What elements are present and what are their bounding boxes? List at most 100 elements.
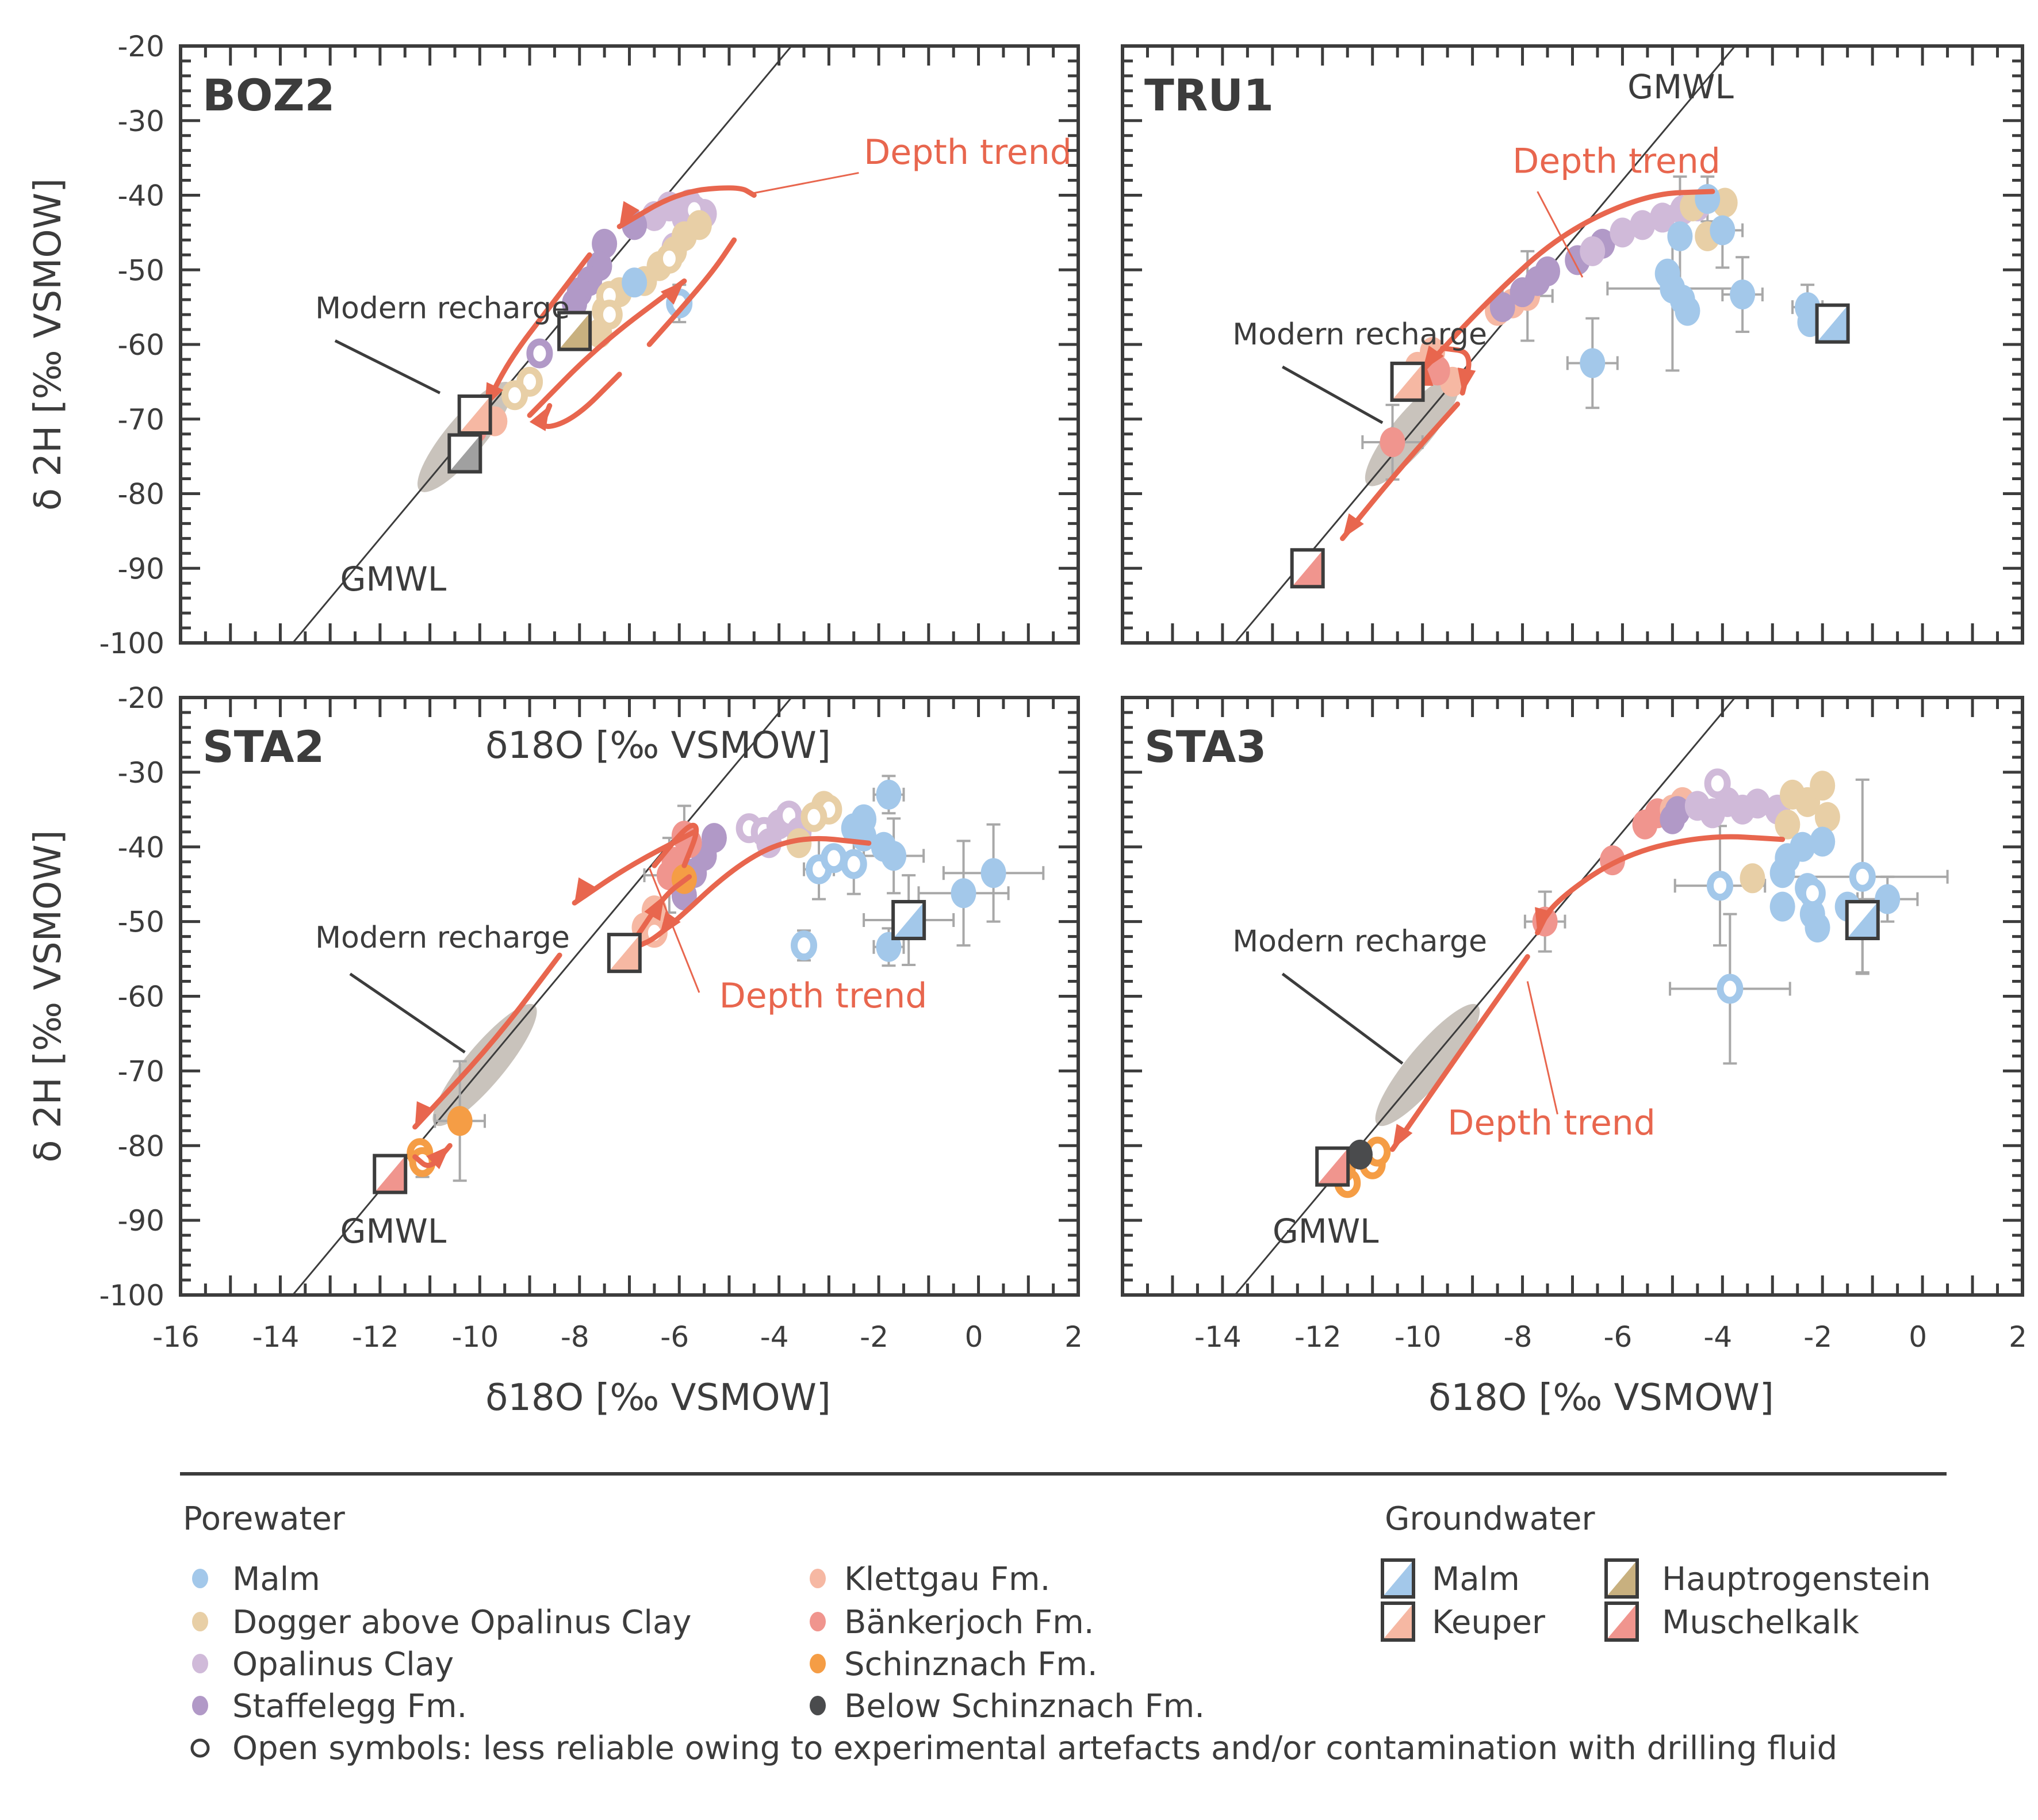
depth-trend-leader — [1537, 191, 1584, 278]
data-point-staffelegg-fm — [592, 228, 618, 259]
data-point-malm — [1580, 348, 1606, 378]
modern-recharge-label: Modern recharge — [1232, 317, 1487, 352]
groundwater-hauptrogenstein — [557, 311, 592, 351]
legend-square-icon — [1604, 1601, 1639, 1642]
legend-label: Klettgau Fm. — [844, 1561, 1050, 1598]
x-tick-label: -10 — [451, 1320, 499, 1354]
data-point-malm — [1805, 913, 1830, 943]
y-tick-label: -70 — [117, 403, 164, 436]
depth-trend-arrowhead — [529, 405, 550, 431]
legend-item-porewater: Below Schinznach Fm. — [810, 1688, 1205, 1725]
y-tick-label: -50 — [117, 906, 164, 939]
y-tick-label: -40 — [117, 831, 164, 864]
legend-label: Malm — [232, 1561, 320, 1598]
legend-marker-icon — [810, 1569, 826, 1588]
x-tick-label: -14 — [252, 1320, 300, 1354]
legend-marker-icon — [192, 1654, 208, 1673]
legend-item-groundwater: Malm — [1381, 1558, 1520, 1599]
legend-item-porewater: Opalinus Clay — [192, 1646, 454, 1683]
data-point-malm-open — [1799, 878, 1826, 909]
y-tick-label: -100 — [99, 1279, 164, 1312]
data-point-dogger-above-opalinus-clay — [786, 828, 812, 859]
groundwater-unassigned — [447, 433, 482, 474]
legend-item-groundwater: Muschelkalk — [1604, 1601, 1860, 1642]
groundwater-hauptrogenstein-fill — [559, 312, 591, 350]
data-point-malm — [1769, 858, 1795, 888]
x-tick-label: 0 — [965, 1320, 983, 1354]
data-point-malm — [1810, 826, 1836, 857]
x-axis-title: δ18O [‰ VSMOW] — [485, 1377, 831, 1419]
panel-title: STA3 — [1144, 721, 1266, 772]
depth-trend-arrowhead — [644, 895, 665, 921]
data-point-malm — [1695, 183, 1721, 214]
legend-item-porewater: Bänkerjoch Fm. — [810, 1604, 1094, 1641]
data-point-opalinus-clay — [1580, 236, 1606, 266]
data-point-dogger-above-opalinus-clay — [1740, 863, 1765, 894]
y-tick-label: -20 — [117, 681, 164, 715]
legend-label: Schinznach Fm. — [844, 1646, 1098, 1683]
y-tick-label: -90 — [117, 1204, 164, 1237]
depth-trend-arrow — [1390, 954, 1530, 1152]
panel-sta3: Depth trend Modern recharge GMWL -14 -12 -10 -… — [1121, 696, 2027, 1419]
plot-frame — [1121, 696, 2024, 1297]
groundwater-muschelkalk — [1290, 548, 1325, 589]
data-point-malm — [622, 267, 648, 298]
depth-trend-arrow — [541, 371, 622, 429]
data-point-malm — [881, 841, 907, 871]
legend-square-icon — [1381, 1601, 1415, 1642]
groundwater-malm — [891, 900, 926, 941]
depth-trend-label: Depth trend — [1447, 1103, 1656, 1143]
data-point-malm — [980, 858, 1006, 888]
data-point-staffelegg-fm — [562, 288, 588, 319]
depth-trend-arrow — [1340, 401, 1461, 541]
legend-square-icon-fill — [1382, 1560, 1413, 1597]
legend: Porewater Groundwater Malm Dogger above O… — [180, 1472, 1947, 1767]
y-axis-title: δ 2H [‰ VSMOW] — [27, 178, 70, 511]
data-point-malm — [1769, 891, 1795, 922]
y-axis-title: δ 2H [‰ VSMOW] — [27, 830, 70, 1162]
modern-recharge-label: Modern recharge — [315, 921, 570, 955]
data-point-dogger-above-opalinus-clay-open — [596, 300, 623, 330]
data-point-malm-open — [840, 849, 867, 879]
groundwater-muschelkalk-fill — [1292, 550, 1323, 587]
legend-item-porewater: Malm — [192, 1561, 320, 1598]
open-symbol-icon — [190, 1738, 210, 1758]
x-axis-title: δ18O [‰ VSMOW] — [485, 725, 831, 767]
legend-item-porewater: Schinznach Fm. — [810, 1646, 1098, 1683]
depth-trend-leader — [648, 867, 700, 993]
legend-label: Keuper — [1432, 1604, 1546, 1641]
depth-trend-arrow — [1535, 834, 1786, 936]
modern-recharge-label: Modern recharge — [1232, 925, 1487, 959]
x-tick-label: -6 — [660, 1320, 689, 1354]
data-point-dogger-above-opalinus-clay-open — [800, 802, 828, 832]
depth-trend-arrow — [652, 822, 699, 868]
data-point-dogger-above-opalinus-clay-open — [501, 380, 528, 411]
y-tick-label: -100 — [99, 627, 164, 660]
data-point-opalinus-clay — [1610, 217, 1635, 248]
legend-marker-icon — [810, 1654, 826, 1673]
data-point-malm-open — [1706, 871, 1733, 901]
depth-trend-arrowhead — [1342, 513, 1364, 539]
panel-title: STA2 — [202, 721, 324, 772]
y-tick-label: -80 — [117, 478, 164, 511]
plot-area — [1233, 46, 1850, 643]
depth-trend-arrow — [527, 278, 687, 418]
gmwl-label: GMWL — [340, 560, 447, 599]
legend-item-porewater: Dogger above Opalinus Clay — [192, 1604, 691, 1641]
legend-square-icon-fill — [1606, 1603, 1637, 1640]
x-tick-label: -6 — [1604, 1320, 1633, 1354]
gmwl-line — [292, 698, 792, 1295]
depth-trend-leader — [754, 172, 859, 194]
depth-trend-leader — [1526, 981, 1558, 1115]
legend-square-icon — [1381, 1558, 1415, 1599]
y-tick-label: -30 — [117, 105, 164, 138]
groundwater-muschelkalk-fill — [374, 1155, 406, 1193]
groundwater-keuper — [457, 394, 492, 435]
legend-label: Staffelegg Fm. — [232, 1688, 467, 1725]
data-point-opalinus-clay-open — [1704, 768, 1731, 799]
data-point-malm — [1790, 832, 1815, 862]
legend-marker-icon — [810, 1612, 826, 1631]
legend-marker-icon — [192, 1612, 208, 1631]
data-point-b-nkerjoch-fm — [1380, 427, 1405, 457]
